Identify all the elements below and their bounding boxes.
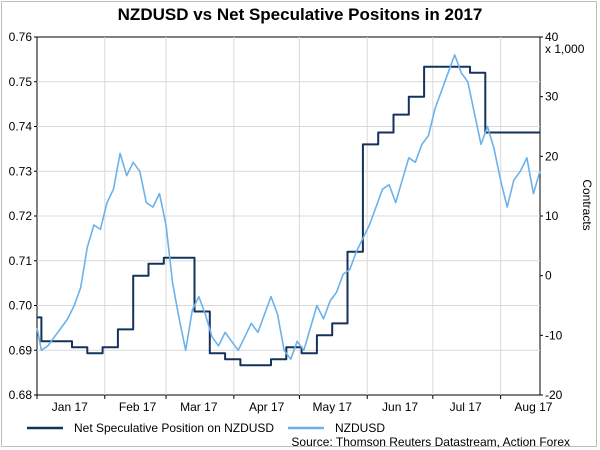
x-tick-label: May 17 [313,400,353,414]
x-tick-label: Jul 17 [450,400,482,414]
right-axis-unit-label: x 1,000 [545,42,585,56]
x-tick-label: Jan 17 [52,400,88,414]
left-tick-label: 0.70 [9,299,33,313]
series-nzdusd-line [36,54,541,360]
right-tick-label: 30 [545,90,559,104]
right-tick-label: 40 [545,30,559,44]
x-tick-label: Feb 17 [119,400,157,414]
right-tick-label: 20 [545,149,559,163]
left-tick-label: 0.73 [9,164,33,178]
left-tick-label: 0.69 [9,343,33,357]
left-tick-label: 0.74 [9,120,33,134]
left-tick-label: 0.72 [9,209,33,223]
series-layer [36,54,541,367]
x-tick-label: Jun 17 [382,400,418,414]
x-tick-label: Mar 17 [180,400,218,414]
left-tick-label: 0.68 [9,388,33,402]
left-tick-label: 0.75 [9,75,33,89]
legend: Net Speculative Position on NZDUSD NZDUS… [27,421,385,435]
right-tick-label: -20 [545,388,563,402]
gridlines [37,37,540,395]
right-tick-label: 0 [545,269,552,283]
legend-label-nzdusd: NZDUSD [335,421,385,435]
x-tick-label: Aug 17 [514,400,552,414]
axes: 0.76 0.75 0.74 0.73 0.72 0.71 0.70 0.69 0.68 40 30… [9,30,563,414]
right-tick-label: -10 [545,328,563,342]
chart-title: NZDUSD vs Net Speculative Positons in 20… [118,5,483,24]
legend-label-position: Net Speculative Position on NZDUSD [74,421,274,435]
series-net-speculative-line [37,65,540,367]
left-tick-label: 0.71 [9,254,33,268]
left-tick-label: 0.76 [9,30,33,44]
right-axis-title: Contracts [580,179,594,230]
right-tick-label: 10 [545,209,559,223]
x-tick-label: Apr 17 [249,400,285,414]
source-note: Source: Thomson Reuters Datastream, Acti… [291,435,570,449]
